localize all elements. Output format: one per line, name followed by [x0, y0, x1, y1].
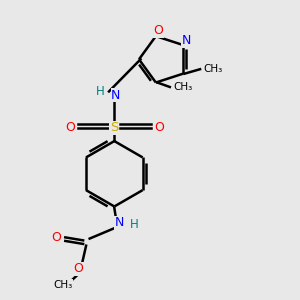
Text: N: N [182, 34, 191, 47]
Text: O: O [65, 121, 75, 134]
Text: CH₃: CH₃ [53, 280, 73, 290]
Text: S: S [110, 121, 118, 134]
Text: N: N [115, 216, 124, 229]
Text: N: N [111, 88, 121, 101]
Text: O: O [51, 232, 61, 244]
Text: O: O [74, 262, 84, 275]
Text: CH₃: CH₃ [173, 82, 192, 92]
Text: H: H [130, 218, 139, 231]
Text: CH₃: CH₃ [203, 64, 222, 74]
Text: O: O [154, 121, 164, 134]
Text: H: H [96, 85, 104, 98]
Text: O: O [153, 24, 163, 37]
